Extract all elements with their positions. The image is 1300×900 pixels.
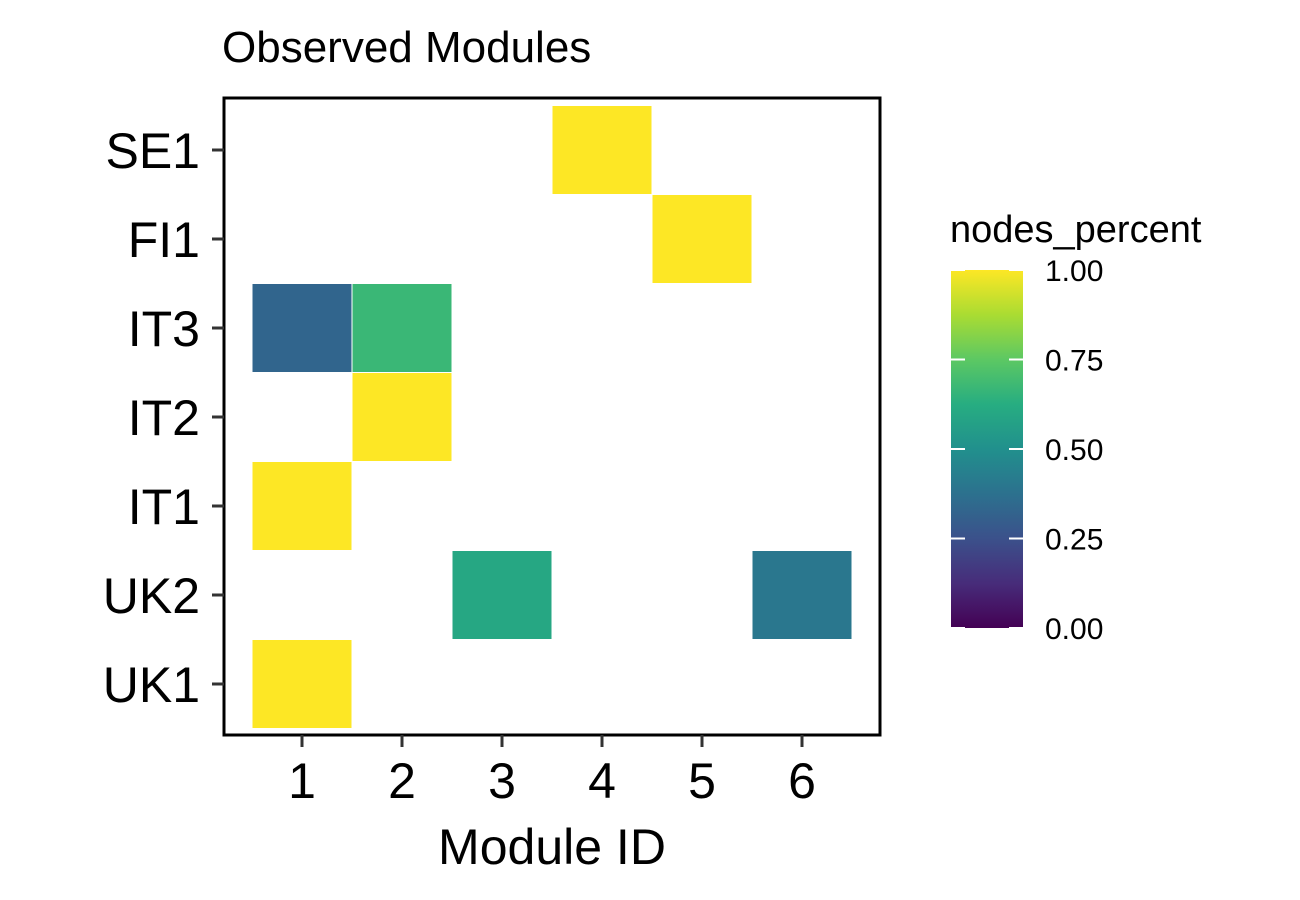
chart-title: Observed Modules [222,23,591,72]
colorbar-tick-label: 1.00 [1045,255,1103,288]
legend-title: nodes_percent [950,209,1202,251]
heatmap-cell [651,194,753,284]
colorbar-ticks: 0.00 0.25 0.50 0.75 1.00 [951,255,1103,646]
heatmap-cell [351,372,453,462]
y-tick-label: SE1 [105,123,200,179]
heatmap-cell [251,461,353,551]
y-tick-label: UK1 [103,657,200,713]
plot-panel [222,96,882,737]
x-tick-label: 2 [388,753,416,809]
y-tick-label: FI1 [128,212,200,268]
heatmap-cell [451,550,553,640]
y-tick-label: IT1 [128,479,200,535]
heatmap-cell [251,639,353,729]
heatmap-cell [551,105,653,195]
heatmap-cell [751,550,853,640]
x-tick-label: 6 [788,753,816,809]
x-tick-label: 3 [488,753,516,809]
heatmap-cell [251,283,353,373]
colorbar-tick-label: 0.50 [1045,434,1103,467]
colorbar-tick-label: 0.00 [1045,613,1103,646]
colorbar-tick-label: 0.75 [1045,345,1103,378]
colorbar-tick-label: 0.25 [1045,524,1103,557]
y-tick-label: UK2 [103,568,200,624]
x-axis: 1 2 3 4 5 6 [288,735,816,809]
heatmap-cell [351,283,453,373]
heatmap-cells [251,105,853,729]
x-axis-title: Module ID [438,819,666,875]
x-tick-label: 5 [688,753,716,809]
y-tick-label: IT2 [128,390,200,446]
x-tick-label: 4 [588,753,616,809]
x-tick-label: 1 [288,753,316,809]
y-tick-label: IT3 [128,301,200,357]
y-axis: UK1 UK2 IT1 IT2 IT3 FI1 SE1 [103,123,224,713]
colorbar-legend: nodes_percent 0.00 0.25 0.50 0.75 1.00 [950,209,1202,646]
